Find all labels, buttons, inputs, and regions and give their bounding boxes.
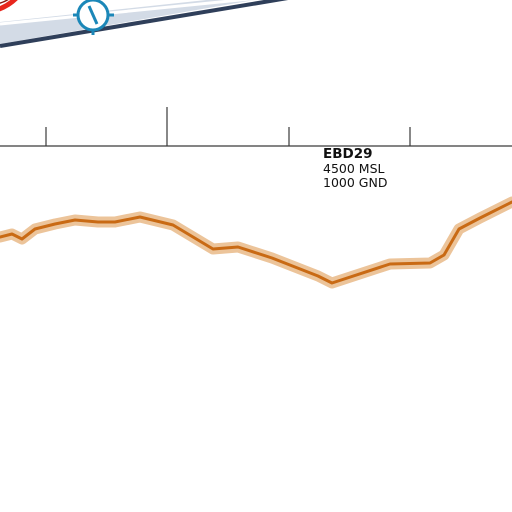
route-highlight-edge <box>0 0 9 4</box>
terrain-profile-line <box>0 200 512 285</box>
route-band <box>0 0 255 44</box>
route-outline-top <box>0 0 256 26</box>
airspace-name: EBD29 <box>323 146 373 162</box>
route-outline-bottom <box>0 0 289 48</box>
airspace-upper-limit: 4500 MSL <box>323 160 385 176</box>
route-track[interactable] <box>0 0 312 48</box>
waypoint-marker-icon[interactable] <box>73 0 114 35</box>
distance-axis <box>0 107 512 147</box>
terrain-profile-halo <box>0 196 512 289</box>
airspace-label[interactable]: EBD29 4500 MSL 1000 GND <box>323 147 387 191</box>
airspace-lower-limit: 1000 GND <box>323 175 388 190</box>
route-highlight <box>0 0 18 12</box>
terrain-profile <box>0 196 512 289</box>
